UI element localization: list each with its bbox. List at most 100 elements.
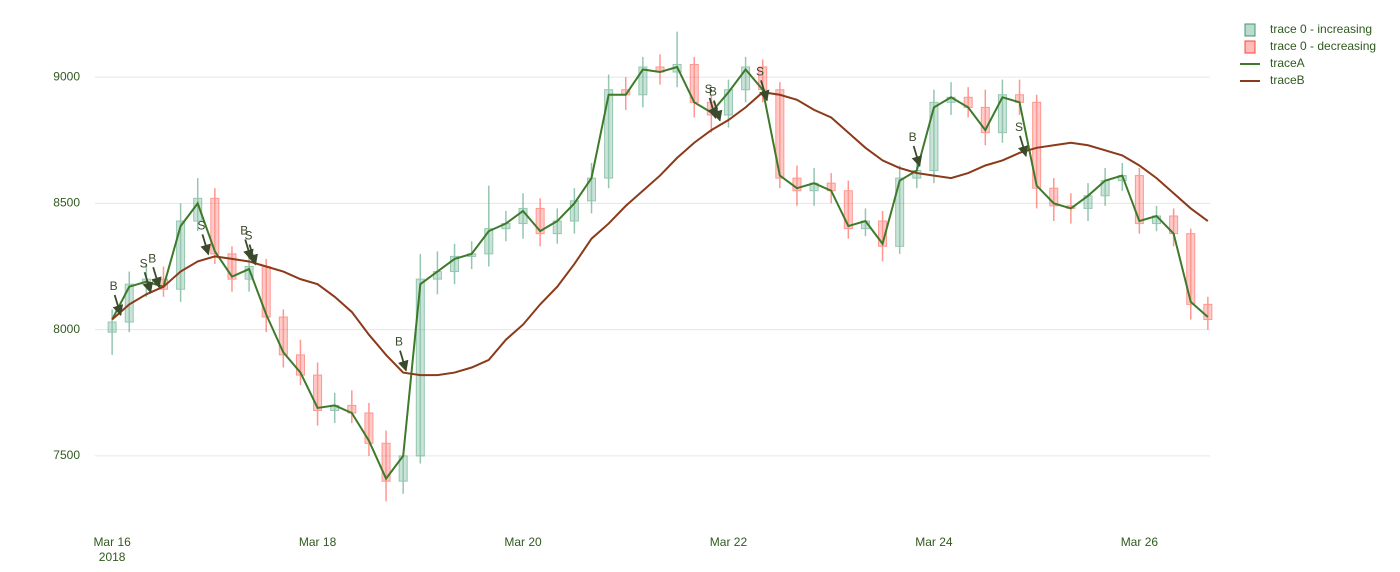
candle xyxy=(689,56,699,118)
candle-body xyxy=(364,412,374,444)
legend-label: trace 0 - increasing xyxy=(1270,22,1372,36)
y-tick-label: 8500 xyxy=(53,196,80,210)
x-tick-label: Mar 16 xyxy=(93,535,131,549)
candle-body xyxy=(1032,101,1042,189)
candle-body xyxy=(843,190,853,230)
candle xyxy=(963,87,973,118)
candle xyxy=(878,210,888,262)
candle xyxy=(1049,178,1059,222)
candle xyxy=(364,402,374,456)
annotation-text: S xyxy=(140,256,148,270)
y-tick-label: 7500 xyxy=(53,448,80,462)
candle xyxy=(535,198,545,247)
candle-body xyxy=(484,228,494,255)
annotation-arrow xyxy=(398,350,409,372)
annotation-arrow xyxy=(1017,135,1029,157)
candle-body xyxy=(313,374,323,411)
candle-body xyxy=(535,207,545,235)
annotation-text: B xyxy=(909,130,917,144)
line-series xyxy=(111,91,1209,377)
candle-body xyxy=(878,220,888,247)
candle-body xyxy=(569,200,579,222)
legend-label: traceA xyxy=(1270,56,1305,70)
candle xyxy=(1100,168,1110,206)
candle-body xyxy=(997,94,1007,134)
candle xyxy=(176,203,186,302)
annotation-text: S xyxy=(197,219,205,233)
candle xyxy=(227,246,237,292)
annotation-arrow xyxy=(200,234,211,256)
candle xyxy=(1169,208,1179,247)
candle xyxy=(672,31,682,88)
candle xyxy=(826,173,836,204)
candle xyxy=(980,89,990,146)
candle-body xyxy=(176,220,186,290)
x-tick-label: Mar 24 xyxy=(915,535,953,549)
candle xyxy=(450,243,460,285)
annotation-text: B xyxy=(148,251,156,265)
annotation-text: B xyxy=(110,279,118,293)
annotation-arrow xyxy=(142,272,154,294)
candle-body xyxy=(929,101,939,172)
candle-body xyxy=(895,177,905,247)
candle-body xyxy=(723,89,733,116)
candle-body xyxy=(638,66,648,96)
annotation-text: S xyxy=(1015,120,1023,134)
line-series xyxy=(111,65,1209,481)
legend-label: traceB xyxy=(1270,73,1305,87)
candle xyxy=(604,74,614,189)
candle xyxy=(1032,94,1042,209)
candle xyxy=(1186,228,1196,320)
annotation-arrow xyxy=(112,294,124,317)
candle-body xyxy=(450,255,460,273)
candle-body xyxy=(775,89,785,179)
candle xyxy=(569,188,579,234)
candle xyxy=(1203,296,1213,330)
candle-body xyxy=(1186,233,1196,305)
candle-body xyxy=(278,316,288,356)
x-tick-label: Mar 22 xyxy=(710,535,748,549)
legend-swatch xyxy=(1244,23,1256,37)
candle xyxy=(295,339,305,386)
candle-body xyxy=(381,442,391,482)
candle xyxy=(1134,168,1144,234)
candle xyxy=(158,266,168,297)
annotation-text: S xyxy=(245,229,253,243)
candle xyxy=(587,162,597,214)
candle-body xyxy=(244,266,254,280)
annotation-text: S xyxy=(756,65,764,79)
candle xyxy=(741,56,751,103)
candle xyxy=(518,193,528,239)
candle xyxy=(107,309,117,355)
candle xyxy=(997,79,1007,143)
candle xyxy=(1015,79,1025,115)
candle-body xyxy=(415,278,425,457)
x-tick-label: Mar 18 xyxy=(299,535,337,549)
candle xyxy=(278,309,288,368)
y-tick-label: 8000 xyxy=(53,322,80,336)
annotation-text: S xyxy=(705,82,713,96)
candle-body xyxy=(1049,187,1059,207)
candle xyxy=(638,56,648,108)
annotation-arrow xyxy=(711,100,723,122)
candle xyxy=(484,185,494,267)
candle-body xyxy=(227,253,237,280)
legend-label: trace 0 - decreasing xyxy=(1270,39,1376,53)
candle-body xyxy=(295,354,305,376)
candle xyxy=(655,54,665,85)
y-tick-label: 9000 xyxy=(53,69,80,83)
annotation-arrow xyxy=(247,244,258,266)
candle-body xyxy=(980,106,990,134)
candle-body xyxy=(210,197,220,255)
annotation-arrow xyxy=(911,145,923,168)
annotation-text: B xyxy=(395,335,403,349)
candle xyxy=(330,392,340,424)
candle-body xyxy=(107,321,117,333)
candle xyxy=(244,253,254,292)
x-tick-label: Mar 26 xyxy=(1121,535,1159,549)
candle-body xyxy=(1203,303,1213,321)
candle xyxy=(929,89,939,184)
annotation-arrow xyxy=(151,266,162,289)
